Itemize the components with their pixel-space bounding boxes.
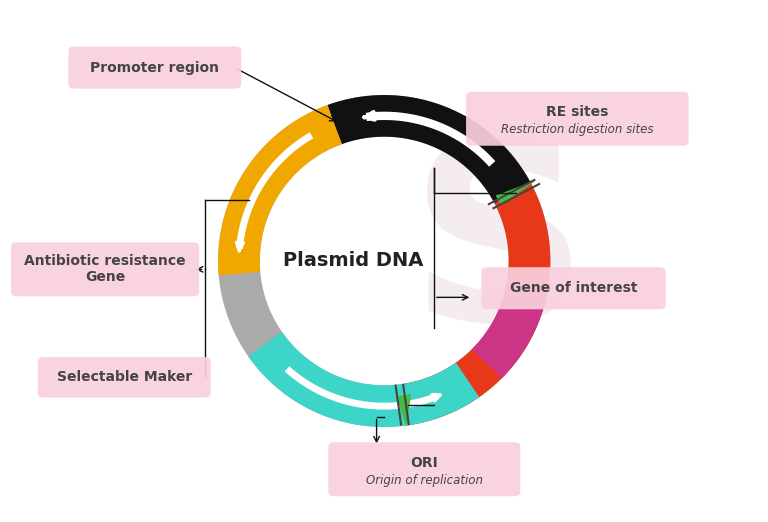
FancyBboxPatch shape bbox=[466, 92, 689, 146]
Text: RE sites: RE sites bbox=[546, 105, 608, 120]
Polygon shape bbox=[396, 394, 411, 427]
Text: Antibiotic resistance
Gene: Antibiotic resistance Gene bbox=[25, 254, 186, 284]
Text: Gene of interest: Gene of interest bbox=[510, 281, 637, 295]
Text: S: S bbox=[409, 129, 589, 372]
FancyBboxPatch shape bbox=[11, 242, 199, 296]
Polygon shape bbox=[496, 180, 536, 205]
FancyBboxPatch shape bbox=[329, 442, 521, 496]
FancyBboxPatch shape bbox=[68, 46, 241, 89]
Text: Restriction digestion sites: Restriction digestion sites bbox=[501, 123, 654, 136]
Text: Promoter region: Promoter region bbox=[91, 61, 220, 75]
Text: Plasmid DNA: Plasmid DNA bbox=[283, 252, 424, 270]
Text: ORI: ORI bbox=[411, 456, 439, 470]
Text: Origin of replication: Origin of replication bbox=[366, 473, 483, 487]
Text: Selectable Maker: Selectable Maker bbox=[57, 370, 192, 384]
FancyBboxPatch shape bbox=[38, 357, 210, 398]
FancyBboxPatch shape bbox=[482, 267, 666, 310]
